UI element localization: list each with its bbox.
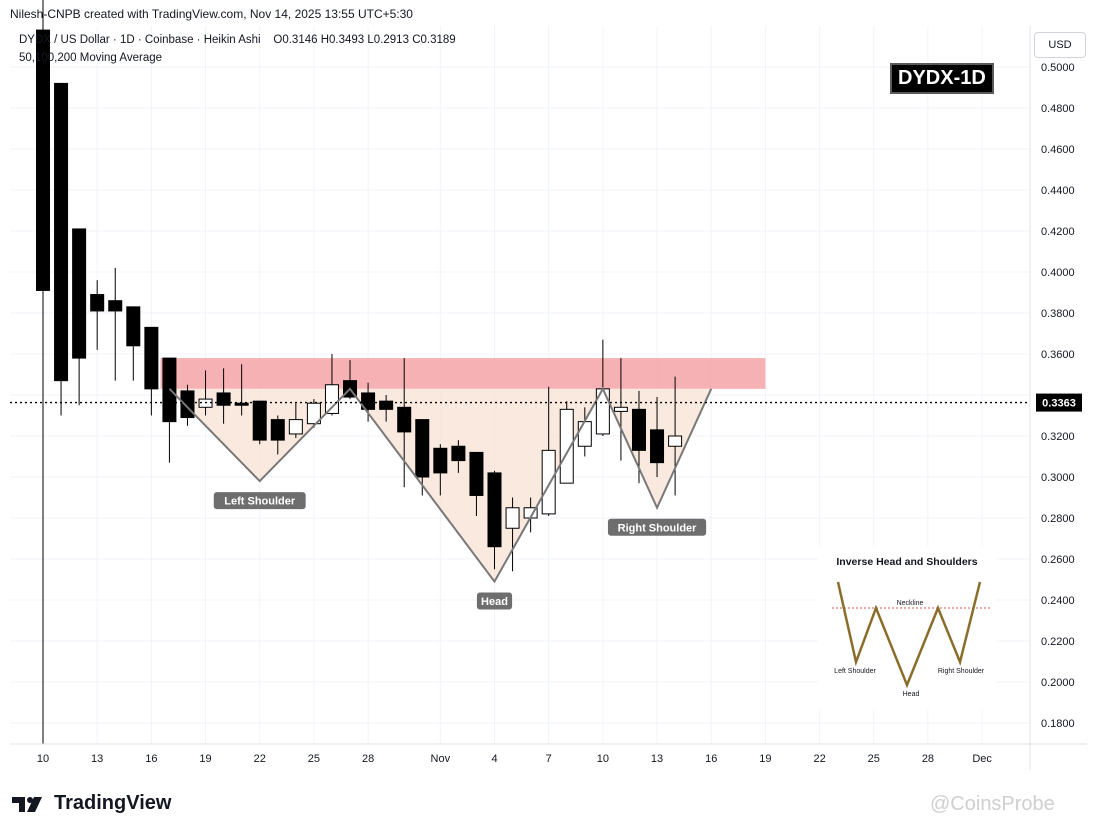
candle-body (90, 294, 105, 312)
candle-body (270, 419, 285, 441)
pattern-line (168, 386, 713, 584)
tradingview-brand: TradingView (54, 792, 172, 814)
pattern-label: Right Shoulder (618, 522, 698, 534)
current-price-badge (1036, 393, 1082, 412)
legend-high: H0.3493 (320, 34, 365, 46)
x-tick-label: 22 (254, 753, 266, 765)
watermark: @CoinsProbe (930, 793, 1055, 815)
x-tick-label: 10 (597, 753, 609, 765)
resistance-zone (160, 358, 766, 389)
candle-body (577, 421, 592, 447)
y-tick-label: 0.4000 (1041, 267, 1075, 279)
candles-group (36, 0, 683, 744)
candle-body (379, 400, 394, 410)
legend-symbol: DYDX / US Dollar · 1D · Coinbase · Heiki… (19, 34, 456, 46)
legend-symbol-text: DYDX / US Dollar · 1D · Coinbase · Heiki… (19, 34, 261, 46)
legend-open: O0.3146 (273, 34, 318, 46)
x-tick-label: 28 (362, 753, 374, 765)
candle-body (180, 390, 195, 419)
candle-body (505, 507, 520, 529)
candle-body (469, 451, 484, 496)
candle-body (559, 408, 574, 484)
y-tick-label: 0.3200 (1041, 431, 1075, 443)
inset-neckline-label: Neckline (897, 600, 924, 607)
y-tick-label: 0.2600 (1041, 554, 1075, 566)
y-tick-label: 0.1800 (1041, 718, 1075, 730)
candle-body (288, 419, 303, 435)
candle-body (108, 300, 123, 312)
pattern-label: Head (481, 596, 508, 608)
tradingview-logo-icon (12, 796, 42, 812)
inset-left-shoulder-label: Left Shoulder (834, 668, 876, 675)
x-tick-label: 16 (705, 753, 717, 765)
candle-body (54, 82, 69, 382)
candle-body (126, 306, 141, 347)
tradingview-logo[interactable]: TradingView (12, 792, 171, 815)
y-tick-label: 0.4600 (1041, 144, 1075, 156)
y-tick-label: 0.3000 (1041, 472, 1075, 484)
inset-right-shoulder-label: Right Shoulder (938, 668, 985, 675)
x-tick-label: 10 (37, 753, 49, 765)
x-tick-label: Dec (972, 753, 992, 765)
x-tick-label: 19 (199, 753, 211, 765)
candle-body (650, 429, 665, 464)
y-tick-label: 0.4400 (1041, 185, 1075, 197)
currency-button[interactable]: USD (1034, 32, 1086, 58)
candle-body (216, 392, 231, 406)
y-tick-label: 0.2000 (1041, 677, 1075, 689)
legend-low: L0.2913 (367, 34, 409, 46)
x-tick-label: 19 (759, 753, 771, 765)
x-tick-label: 25 (308, 753, 320, 765)
x-tick-label: 28 (922, 753, 934, 765)
candle-body (397, 406, 412, 433)
x-tick-label: 13 (91, 753, 103, 765)
candle-body (415, 419, 430, 478)
inset-pattern-line (836, 581, 982, 689)
inset-diagram: Inverse Head and Shoulders Neckline Left… (832, 556, 990, 698)
x-tick-label: 22 (813, 753, 825, 765)
ticker-tag: DYDX-1D (890, 63, 994, 94)
y-tick-label: 0.3800 (1041, 308, 1075, 320)
legend-close: C0.3189 (412, 34, 456, 46)
current-price-text: 0.3363 (1042, 398, 1076, 410)
candle-body (252, 400, 267, 441)
candle-body (433, 447, 448, 474)
y-tick-label: 0.2400 (1041, 595, 1075, 607)
candle-body (36, 29, 50, 291)
pattern-label-bg (213, 492, 306, 510)
candle-body (668, 435, 683, 447)
candle-body (324, 384, 339, 414)
y-tick-label: 0.3600 (1041, 349, 1075, 361)
candle-body (361, 392, 376, 410)
x-tick-label: 13 (651, 753, 663, 765)
pattern-label-bg (607, 518, 707, 536)
inset-head-label: Head (903, 691, 920, 698)
y-tick-label: 0.2800 (1041, 513, 1075, 525)
y-tick-label: 0.4800 (1041, 103, 1075, 115)
candle-body (451, 445, 466, 462)
pattern-inset: Inverse Head and Shoulders Neckline Left… (818, 547, 996, 709)
x-tick-label: 7 (546, 753, 552, 765)
candle-body (541, 449, 556, 515)
inset-title: Inverse Head and Shoulders (836, 556, 977, 568)
candle-body (631, 408, 646, 451)
x-tick-label: Nov (431, 753, 451, 765)
candle-body (306, 402, 321, 425)
pattern-label: Left Shoulder (224, 496, 296, 508)
legend-ma[interactable]: 50,100,200 Moving Average (19, 52, 163, 64)
attribution-text: Nilesh-CNPB created with TradingView.com… (10, 7, 413, 21)
pattern-label-bg (476, 592, 513, 610)
x-tick-label: 4 (491, 753, 497, 765)
x-tick-label: 16 (145, 753, 157, 765)
y-tick-label: 0.5000 (1041, 62, 1075, 74)
candle-body (613, 406, 628, 412)
x-tick-label: 25 (868, 753, 880, 765)
candle-body (144, 326, 159, 390)
y-tick-label: 0.4200 (1041, 226, 1075, 238)
y-tick-label: 0.2200 (1041, 636, 1075, 648)
candle-body (487, 472, 502, 548)
candle-body (72, 228, 87, 359)
candle-body (234, 402, 249, 406)
